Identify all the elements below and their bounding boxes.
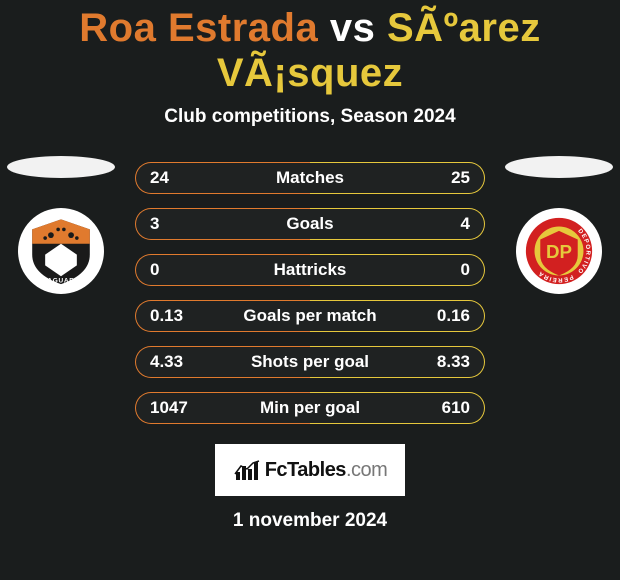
player2-column: DEPORTIVO PEREIRA DP: [504, 156, 614, 294]
branding-badge: FcTables.com: [215, 444, 405, 496]
stat-row: 0.13Goals per match0.16: [135, 300, 485, 332]
branding-text: FcTables.com: [265, 459, 388, 482]
stat-label: Min per goal: [136, 398, 484, 418]
player2-club-crest: DEPORTIVO PEREIRA DP: [516, 208, 602, 294]
jaguares-crest-icon: AGUAR: [25, 215, 97, 287]
stat-value-player1: 3: [150, 214, 159, 234]
stat-value-player2: 8.33: [437, 352, 470, 372]
subtitle: Club competitions, Season 2024: [0, 106, 620, 128]
stat-label: Goals per match: [136, 306, 484, 326]
deportivo-pereira-crest-icon: DEPORTIVO PEREIRA DP: [523, 215, 595, 287]
svg-text:AGUAR: AGUAR: [47, 278, 74, 285]
stat-rows: 24Matches25 3Goals4 0Hattricks0 0.13Goals p…: [135, 162, 485, 424]
player1-photo-slot: [7, 156, 115, 178]
stat-value-player1: 0: [150, 260, 159, 280]
stat-label: Hattricks: [136, 260, 484, 280]
title-player1: Roa Estrada: [79, 6, 318, 50]
stat-value-player1: 1047: [150, 398, 188, 418]
stat-value-player1: 24: [150, 168, 169, 188]
svg-text:DP: DP: [546, 241, 572, 262]
player2-photo-slot: [505, 156, 613, 178]
stat-row: 24Matches25: [135, 162, 485, 194]
player1-club-crest: AGUAR: [18, 208, 104, 294]
stat-value-player1: 4.33: [150, 352, 183, 372]
stat-label: Matches: [136, 168, 484, 188]
player1-column: AGUAR: [6, 156, 116, 294]
stat-row: 1047Min per goal610: [135, 392, 485, 424]
stat-value-player2: 610: [442, 398, 470, 418]
stat-value-player2: 0: [461, 260, 470, 280]
title-vs: vs: [330, 6, 376, 50]
stat-value-player1: 0.13: [150, 306, 183, 326]
stat-row: 4.33Shots per goal8.33: [135, 346, 485, 378]
stat-value-player2: 4: [461, 214, 470, 234]
stat-row: 3Goals4: [135, 208, 485, 240]
stat-row: 0Hattricks0: [135, 254, 485, 286]
stat-label: Goals: [136, 214, 484, 234]
stat-label: Shots per goal: [136, 352, 484, 372]
fctables-logo-icon: [233, 458, 261, 482]
date-label: 1 november 2024: [0, 510, 620, 532]
stat-value-player2: 25: [451, 168, 470, 188]
stat-value-player2: 0.16: [437, 306, 470, 326]
comparison-title: Roa Estrada vs SÃºarez VÃ¡squez: [0, 0, 620, 96]
comparison-body: AGUAR DEPORTIVO PEREIRA DP 24Matches253G…: [0, 162, 620, 424]
